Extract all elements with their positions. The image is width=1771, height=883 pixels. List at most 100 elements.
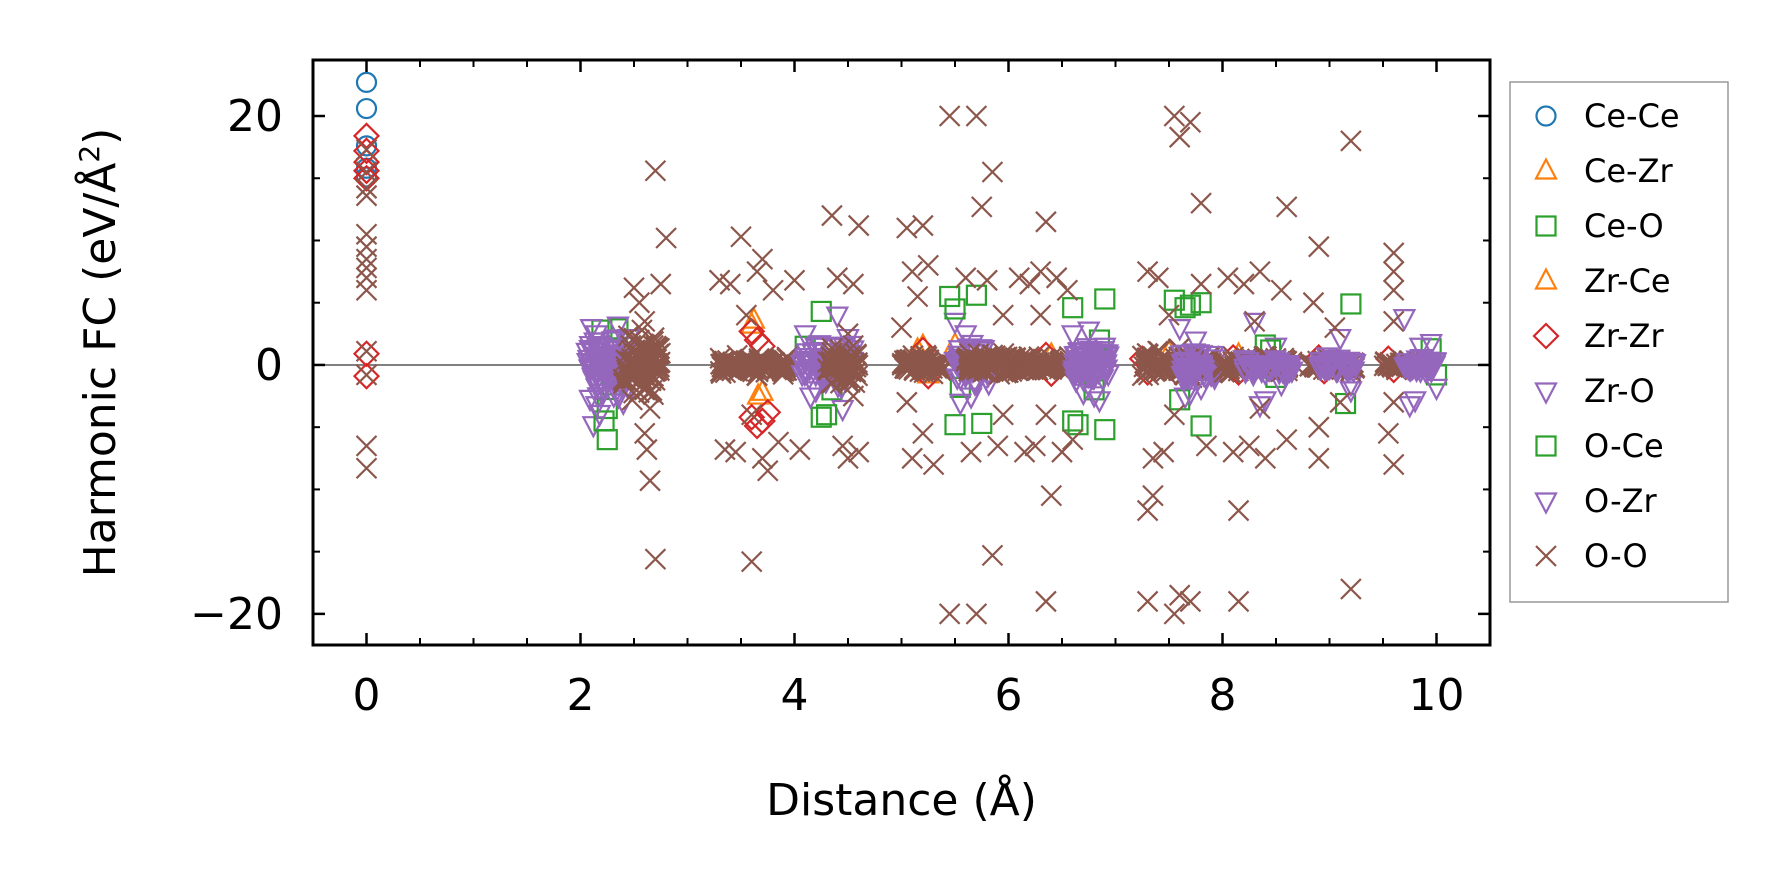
point-o-o	[896, 391, 918, 414]
point-o-o	[976, 269, 998, 292]
point-zr-o	[1242, 312, 1267, 336]
legend-label: Ce-Zr	[1584, 152, 1674, 190]
point-zr-o	[1087, 391, 1112, 414]
point-o-o	[901, 260, 923, 283]
point-o-o	[735, 304, 758, 326]
legend-box	[1509, 81, 1729, 603]
point-o-o	[1382, 279, 1405, 302]
point-o-o	[978, 351, 1001, 373]
point-o-o	[750, 348, 773, 371]
point-o-o	[921, 354, 944, 376]
point-o-o	[355, 257, 378, 279]
point-o-o	[1275, 196, 1298, 218]
point-o-o	[922, 453, 945, 476]
point-ce-o	[1334, 392, 1357, 415]
legend-marker	[1535, 215, 1557, 237]
point-o-o	[914, 353, 937, 375]
point-zr-o	[793, 348, 818, 371]
point-zr-o	[1238, 356, 1262, 379]
point-o-ce	[593, 410, 615, 432]
point-o-o	[1233, 273, 1255, 295]
point-o-o	[649, 273, 672, 295]
point-o-o	[1222, 441, 1244, 463]
point-o-o	[816, 358, 839, 380]
legend-label: Zr-O	[1584, 372, 1655, 410]
point-o-o	[970, 196, 993, 218]
point-ce-o	[810, 406, 832, 428]
point-o-o	[355, 248, 378, 270]
point-zr-o	[1170, 353, 1195, 377]
point-zr-o	[584, 325, 609, 348]
point-o-o	[1136, 499, 1159, 522]
point-o-o	[783, 269, 806, 292]
point-o-o	[1249, 397, 1271, 420]
point-o-zr	[1253, 391, 1278, 414]
point-ce-o	[939, 285, 961, 308]
point-o-o	[1163, 105, 1186, 127]
point-o-o	[1013, 441, 1036, 463]
point-o-o	[1135, 355, 1158, 377]
point-o-o	[740, 550, 763, 573]
point-o-o	[1179, 111, 1202, 134]
point-o-o	[746, 364, 768, 387]
point-o-o	[1045, 267, 1068, 289]
point-zr-o	[1076, 366, 1101, 390]
y-tick-label: 0	[255, 340, 283, 391]
cluster-o-o	[816, 334, 869, 394]
point-o-o	[655, 227, 677, 249]
point-ce-o	[596, 429, 618, 451]
point-ce-o	[944, 414, 966, 436]
point-ce-o	[1062, 410, 1084, 432]
point-o-o	[826, 267, 849, 289]
point-o-o	[1168, 126, 1191, 148]
point-o-o	[762, 279, 784, 302]
point-o-o	[765, 359, 788, 381]
point-o-o	[1377, 422, 1400, 445]
point-o-o	[1243, 310, 1266, 333]
legend-marker	[1534, 267, 1558, 290]
point-ce-o	[1340, 293, 1362, 315]
legend-marker	[1535, 105, 1557, 127]
point-o-o	[1190, 192, 1212, 214]
legend-label: O-Ce	[1584, 427, 1664, 465]
point-o-o	[1308, 235, 1330, 258]
point-zr-zr	[352, 157, 381, 185]
point-o-o	[842, 273, 865, 295]
point-o-o	[958, 354, 981, 376]
cluster-zr-o	[1169, 343, 1229, 392]
point-o-o	[644, 548, 667, 570]
point-zr-o	[586, 387, 610, 410]
point-zr-zr	[738, 403, 766, 431]
point-o-o	[1227, 499, 1250, 522]
point-o-o	[1190, 273, 1212, 295]
point-zr-o	[1233, 362, 1258, 385]
point-zr-o	[1060, 325, 1085, 348]
legend-item-ce-ce: Ce-Ce	[1535, 97, 1680, 135]
point-o-o	[1382, 310, 1405, 333]
point-o-o	[355, 435, 378, 457]
point-o-o	[1136, 260, 1159, 283]
axes: 0 2 4 6 8 10 −20 0 20	[190, 58, 1492, 721]
point-zr-o	[1179, 360, 1204, 383]
point-zr-o	[1267, 352, 1291, 375]
point-o-o	[954, 267, 977, 289]
point-o-o	[740, 403, 763, 426]
point-o-o	[965, 105, 988, 127]
y-axis-label-main: Harmonic FC (eV/Å	[73, 163, 126, 578]
point-zr-o	[1397, 396, 1422, 419]
point-o-o	[1324, 316, 1346, 339]
point-o-o	[355, 340, 378, 363]
point-zr-o	[575, 342, 599, 366]
point-ce-o	[965, 284, 988, 306]
point-o-o	[1179, 590, 1202, 613]
point-o-o	[1029, 260, 1052, 283]
point-o-o	[912, 422, 934, 445]
point-zr-o	[1339, 381, 1363, 404]
point-o-o	[1029, 304, 1052, 326]
point-zr-o	[830, 399, 855, 423]
point-o-o	[1254, 447, 1277, 470]
point-o-o	[992, 403, 1014, 426]
legend: Ce-Ce Ce-Zr Ce-O Zr-Ce Zr-Zr Zr-O O-Ce O-Zr O-O	[1509, 81, 1729, 603]
point-o-o	[1249, 260, 1271, 283]
